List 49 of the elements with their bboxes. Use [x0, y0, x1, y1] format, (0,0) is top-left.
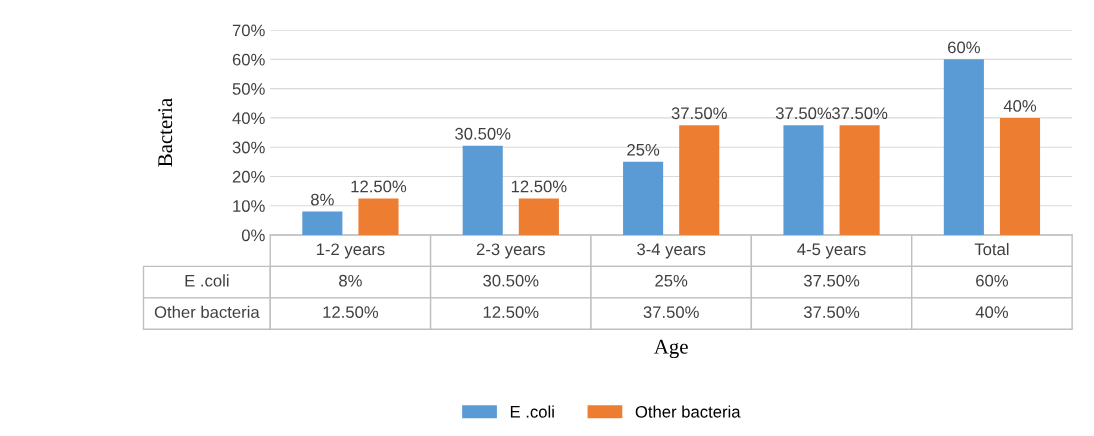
- data-label: 12.50%: [323, 306, 379, 319]
- x-tick-label: 4-5 years: [797, 243, 866, 259]
- data-label: 12.50%: [483, 306, 539, 319]
- bar: [462, 145, 503, 235]
- text: 40%: [1003, 100, 1037, 112]
- text: 8%: [311, 193, 334, 206]
- bar: [839, 125, 880, 235]
- x-tick-label: 3-4 years: [637, 243, 706, 259]
- bar: [358, 198, 399, 235]
- data-label: 60%: [976, 274, 1009, 287]
- data-label: 37.50%: [803, 274, 860, 287]
- text: 12.50%: [511, 180, 567, 193]
- bar: [783, 125, 824, 235]
- text: 37.50%: [831, 107, 888, 120]
- text: 37.50%: [775, 107, 832, 120]
- y-tick-label: 0%: [241, 229, 265, 242]
- text: E .coli: [185, 274, 229, 287]
- y-axis-title: Bacteria: [158, 98, 173, 167]
- text: 12.50%: [351, 180, 407, 193]
- x-tick-label: 1-2 years: [316, 243, 385, 259]
- text: 37.50%: [671, 107, 727, 120]
- y-tick-label: 10%: [233, 200, 265, 212]
- data-label: 30.50%: [483, 274, 539, 287]
- x-tick-label: 2-3 years: [476, 243, 545, 259]
- legend-label: E .coli: [510, 405, 554, 418]
- data-label: 37.50%: [643, 306, 699, 319]
- y-tick-label: 30%: [232, 141, 265, 154]
- bar: [623, 161, 664, 235]
- data-label: 37.50%: [803, 306, 860, 319]
- legend-label: Other bacteria: [635, 405, 741, 418]
- text: 25%: [627, 143, 660, 156]
- bar: [302, 211, 343, 235]
- bar: [999, 117, 1041, 235]
- data-label: 25%: [655, 274, 688, 287]
- y-tick-label: 70%: [232, 24, 265, 37]
- y-tick-label: 60%: [232, 53, 265, 66]
- x-axis-title: Age: [654, 339, 688, 359]
- bar: [679, 125, 720, 235]
- data-label: 40%: [975, 306, 1009, 319]
- y-tick-label: 20%: [232, 170, 265, 183]
- text: 60%: [948, 41, 980, 54]
- bar: [943, 59, 984, 235]
- bar: [518, 198, 559, 235]
- text: Other bacteria: [154, 305, 260, 319]
- y-tick-label: 50%: [232, 83, 265, 95]
- text: 30.50%: [455, 127, 511, 140]
- y-tick-label: 40%: [232, 112, 265, 125]
- x-tick-label: Total: [974, 242, 1009, 256]
- data-label: 8%: [339, 274, 362, 287]
